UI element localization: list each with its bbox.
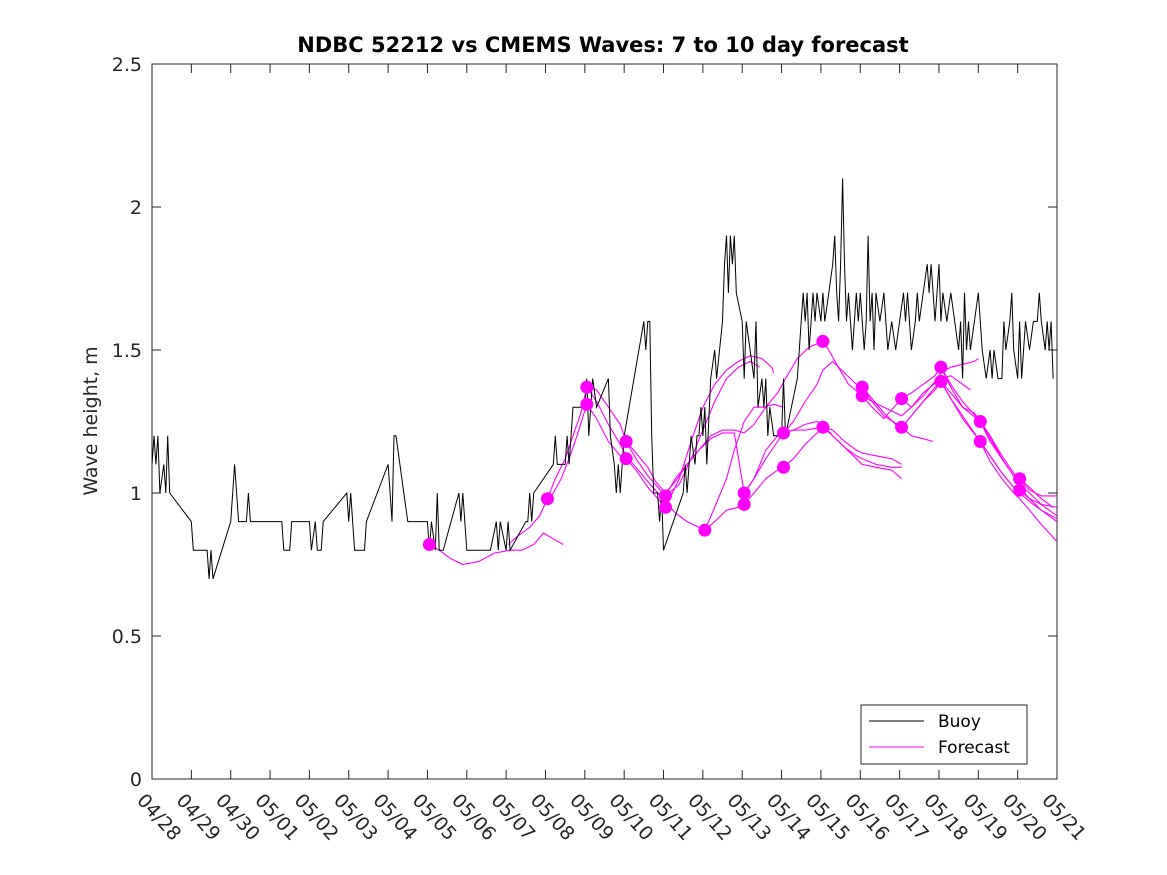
forecast-marker bbox=[895, 392, 909, 406]
y-axis-label: Wave height, m bbox=[80, 346, 102, 495]
forecast-line bbox=[547, 355, 775, 509]
series-group bbox=[152, 178, 1057, 579]
plot-area bbox=[152, 178, 1057, 579]
x-tick-label: 05/21 bbox=[1037, 790, 1090, 845]
forecast-marker bbox=[855, 389, 869, 403]
forecast-line bbox=[704, 426, 902, 531]
forecast-line bbox=[940, 381, 1057, 542]
y-tick-label: 1.5 bbox=[112, 340, 142, 362]
forecast-marker bbox=[619, 452, 633, 466]
forecast-marker bbox=[580, 380, 594, 394]
forecast-marker bbox=[619, 435, 633, 449]
forecast-marker bbox=[658, 500, 672, 514]
forecast-marker bbox=[737, 486, 751, 500]
forecast-line bbox=[822, 341, 971, 417]
y-tick-label: 1 bbox=[130, 483, 142, 505]
legend-box bbox=[860, 704, 1028, 765]
buoy-line bbox=[152, 178, 1054, 579]
legend-buoy-label: Buoy bbox=[938, 712, 981, 732]
forecast-line bbox=[625, 340, 824, 494]
forecast-marker bbox=[777, 460, 791, 474]
forecast-marker bbox=[777, 426, 791, 440]
forecast-marker bbox=[973, 415, 987, 428]
forecast-marker bbox=[934, 374, 948, 388]
legend-forecast-label: Forecast bbox=[938, 738, 1010, 758]
forecast-line bbox=[783, 360, 934, 443]
y-tick-label: 0 bbox=[130, 769, 142, 791]
forecast-line bbox=[586, 386, 784, 531]
plot-frame bbox=[151, 63, 1058, 780]
forecast-line bbox=[940, 366, 1057, 497]
forecast-marker bbox=[816, 334, 830, 348]
forecast-marker bbox=[934, 360, 948, 374]
forecast-marker bbox=[422, 537, 436, 551]
legend: Buoy Forecast bbox=[860, 704, 1028, 765]
forecast-marker bbox=[658, 489, 672, 503]
forecast-marker bbox=[1013, 472, 1027, 486]
forecast-marker bbox=[540, 492, 554, 506]
forecast-marker bbox=[737, 497, 751, 511]
y-tick-label: 2.5 bbox=[112, 54, 142, 76]
forecast-line bbox=[429, 532, 564, 566]
forecast-marker bbox=[895, 420, 909, 434]
forecast-marker bbox=[816, 420, 830, 434]
forecast-marker bbox=[1013, 483, 1027, 497]
y-tick-label: 0.5 bbox=[112, 626, 142, 648]
forecast-line bbox=[861, 358, 979, 420]
forecast-marker bbox=[580, 397, 594, 411]
forecast-marker bbox=[973, 435, 987, 449]
chart-title: NDBC 52212 vs CMEMS Waves: 7 to 10 day f… bbox=[297, 33, 908, 57]
forecast-marker bbox=[698, 523, 712, 537]
y-tick-label: 2 bbox=[130, 197, 142, 219]
